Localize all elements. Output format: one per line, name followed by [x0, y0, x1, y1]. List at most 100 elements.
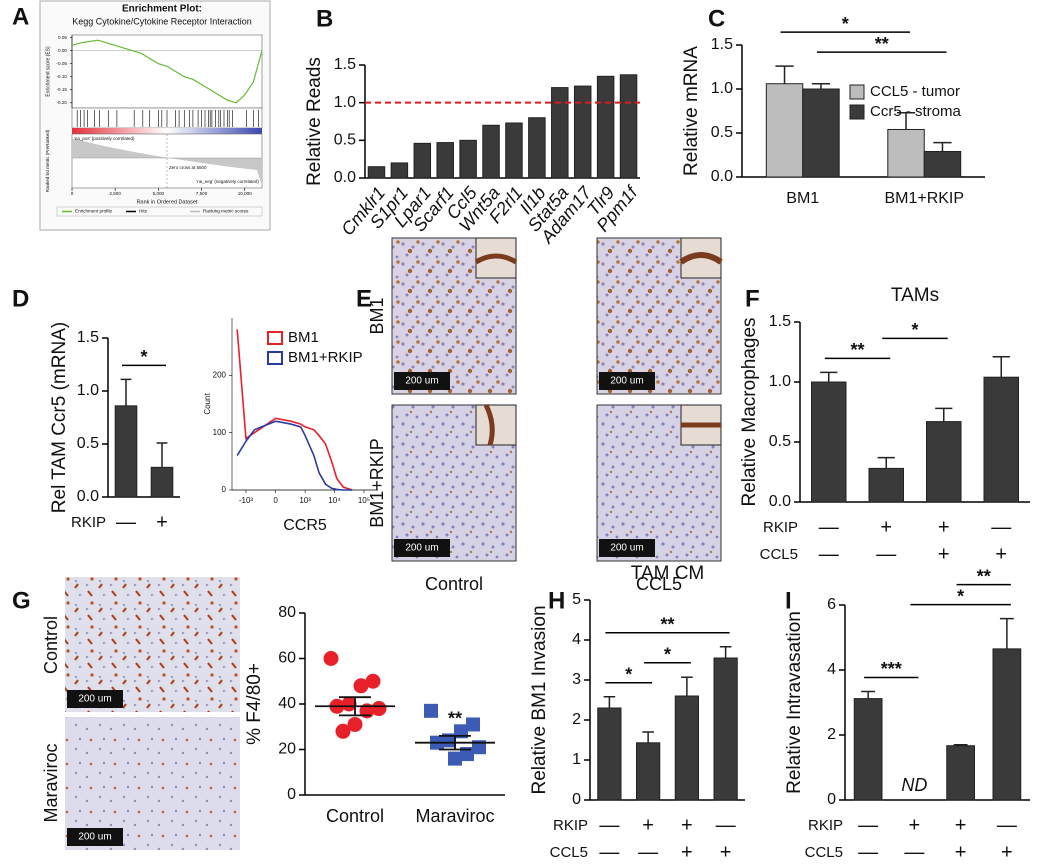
bar	[983, 376, 1019, 503]
bar	[573, 85, 592, 179]
legend-swatch	[849, 104, 865, 120]
bar	[114, 405, 138, 498]
error-bar	[719, 646, 732, 658]
chart-title: Enrichment Plot:	[122, 4, 202, 15]
y-tick-label: 0.5	[77, 435, 99, 452]
row-label: —	[991, 516, 1011, 538]
y-tick-label: 0.0	[77, 488, 99, 505]
row-label: —	[858, 841, 878, 863]
x-axis-label: CCR5	[283, 517, 327, 534]
significance-label: *	[625, 665, 632, 685]
row-label: +	[156, 511, 168, 533]
y-tick-label: 1.5	[77, 329, 99, 346]
point	[341, 696, 357, 712]
significance-label: *	[911, 320, 918, 340]
bar	[946, 745, 975, 801]
significance-label: **	[660, 615, 674, 635]
y-axis-label: % F4/80+	[244, 663, 265, 745]
row-label: +	[681, 841, 693, 863]
point	[460, 747, 474, 762]
micrographs-e	[391, 237, 723, 562]
panel-letter: E	[356, 285, 372, 312]
error-bar	[999, 617, 1014, 649]
panel-letter: F	[745, 285, 760, 312]
x-tick-label: 0	[273, 496, 278, 505]
y-tick-label: 4	[572, 631, 581, 648]
bar	[674, 695, 699, 801]
x-tick-label: 10,000	[238, 191, 252, 196]
series-line	[71, 39, 263, 104]
legend-label: Enrichment profile	[75, 209, 112, 214]
y-tick-label: 40	[278, 695, 296, 712]
point	[347, 716, 363, 732]
error-bar	[820, 371, 838, 382]
y-axis-label: Relative mRNA	[681, 46, 702, 176]
bar	[413, 142, 432, 179]
error-bar	[811, 82, 831, 89]
row-label: +	[909, 814, 921, 836]
bar	[811, 381, 847, 503]
scale-bar-label: 200 um	[78, 832, 111, 843]
x-axis-label: Rank in Ordered Dataset	[137, 199, 198, 205]
scale-bar-label: 200 um	[405, 543, 438, 554]
scale-bar-label: 200 um	[610, 376, 643, 387]
x-tick-label: 7,500	[196, 191, 208, 196]
y-tick-label: 1.5	[711, 36, 733, 53]
row-name: RKIP	[553, 817, 588, 834]
value-label: ND	[901, 775, 927, 795]
point	[365, 673, 381, 689]
y-tick-label: 1.0	[77, 382, 99, 399]
point	[353, 678, 369, 694]
row-name: RKIP	[808, 817, 843, 834]
chart-subtitle: Kegg Cytokine/Cytokine Receptor Interact…	[72, 16, 252, 26]
annotation: 'na_neg' (negatively correlated)	[196, 179, 259, 184]
y-tick-label: -0.05	[57, 61, 68, 66]
y-tick-label: 0.00	[58, 48, 67, 53]
bar	[853, 698, 883, 801]
bar	[713, 657, 738, 801]
y-tick-label: 1.5	[769, 313, 791, 330]
point	[472, 740, 486, 755]
legend-label: BM1+RKIP	[288, 349, 363, 366]
bar	[868, 467, 904, 503]
metric-label: Ranked list metric (PreRanked)	[45, 129, 50, 192]
y-axis-label: Relative BM1 Invasion	[529, 605, 550, 794]
row-label: —	[638, 841, 658, 863]
error-bar	[156, 442, 168, 468]
x-tick-label: Maraviroc	[415, 806, 494, 826]
row-label: +	[642, 814, 654, 836]
legend-swatch	[267, 331, 283, 345]
annotation: 'na_pos' (positively correlated)	[74, 136, 135, 141]
y-tick-label: 1.5	[334, 56, 356, 73]
y-tick-label: 6	[827, 596, 836, 613]
micrographs-g	[65, 577, 240, 850]
row-name: CCL5	[760, 546, 798, 563]
point	[335, 723, 351, 739]
y-tick-label: 1.0	[711, 80, 733, 97]
row-label: +	[1001, 841, 1013, 863]
bar	[551, 87, 569, 179]
panel-letter: D	[12, 285, 29, 312]
row-label: —	[819, 516, 839, 538]
bar	[436, 142, 454, 179]
panel-letter: A	[12, 3, 29, 30]
y-tick-label: 0.5	[769, 433, 791, 450]
bar	[636, 742, 661, 801]
row-label: Maraviroc	[41, 743, 61, 822]
point	[442, 733, 456, 748]
sem-bar	[439, 734, 471, 751]
x-tick-label: 10⁵	[358, 496, 370, 505]
y-tick-label: 60	[278, 650, 296, 667]
y-axis-label: Relative Reads	[304, 57, 325, 186]
bar	[482, 124, 500, 179]
column-label: Control	[425, 574, 483, 594]
error-bar	[861, 690, 876, 699]
row-label: +	[938, 543, 950, 565]
y-tick-label: 0	[287, 786, 296, 803]
error-bar	[775, 65, 794, 84]
bar	[765, 83, 804, 178]
y-axis-label: Relative Macrophages	[739, 317, 760, 506]
error-bar	[603, 696, 616, 708]
y-tick-label: 0.5	[334, 132, 356, 149]
significance-label: *	[842, 14, 849, 34]
